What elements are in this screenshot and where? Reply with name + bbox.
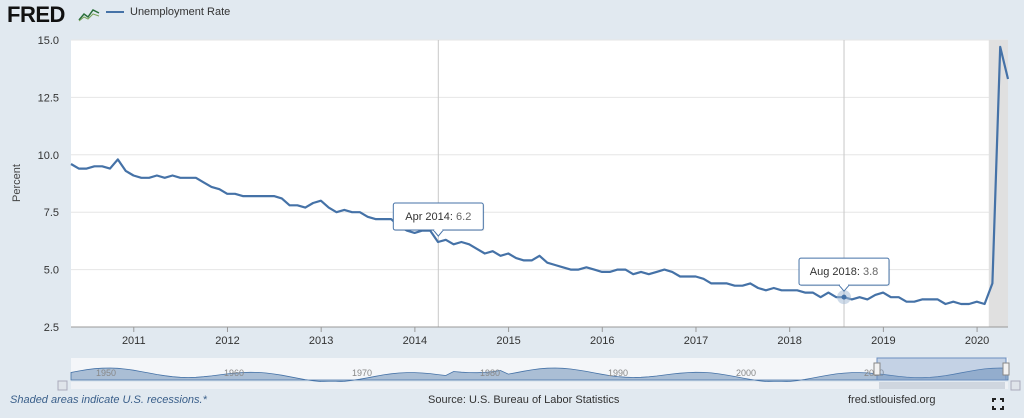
navigator-label: 1950 [96, 368, 116, 378]
fullscreen-icon[interactable] [992, 398, 1004, 410]
navigator-handle-left[interactable] [874, 363, 880, 375]
navigator-scrollbar-thumb[interactable] [879, 382, 1005, 389]
y-tick-label: 15.0 [38, 35, 59, 47]
hover-point [842, 295, 847, 300]
tooltip-text: Apr 2014: 6.2 [405, 211, 471, 223]
x-tick-label: 2014 [403, 335, 427, 347]
x-tick-label: 2016 [590, 335, 614, 347]
tooltip-date: Apr 2014 [405, 211, 450, 223]
y-axis-ticks: 15.0 12.5 10.0 7.5 5.0 2.5 [38, 35, 59, 334]
tooltip-text: Aug 2018: 3.8 [810, 266, 879, 278]
x-tick-label: 2019 [871, 335, 895, 347]
navigator-selection[interactable] [877, 358, 1006, 380]
y-axis-label: Percent [11, 164, 23, 202]
source-text: Source: U.S. Bureau of Labor Statistics [428, 394, 619, 406]
y-tick-label: 7.5 [44, 207, 59, 219]
x-axis-ticks: 2011 2012 2013 2014 2015 2016 2017 2018 2019 2020 [71, 327, 1008, 347]
range-navigator[interactable]: 1950196019701980199020002010 [58, 358, 1020, 390]
navigator-label: 1960 [224, 368, 244, 378]
tooltip-value: 3.8 [863, 266, 878, 278]
navigator-scrollbar-track[interactable] [71, 382, 1008, 389]
navigator-scroll-left-button[interactable] [58, 381, 67, 390]
x-tick-label: 2020 [965, 335, 989, 347]
x-tick-label: 2015 [496, 335, 520, 347]
navigator-handle-right[interactable] [1003, 363, 1009, 375]
y-tick-label: 12.5 [38, 92, 59, 104]
tooltip-date: Aug 2018 [810, 266, 857, 278]
x-tick-label: 2012 [215, 335, 239, 347]
fred-url-link[interactable]: fred.stlouisfed.org [848, 394, 935, 406]
x-tick-label: 2013 [309, 335, 333, 347]
navigator-label: 2000 [736, 368, 756, 378]
y-tick-label: 10.0 [38, 150, 59, 162]
x-tick-label: 2018 [777, 335, 801, 347]
x-tick-label: 2011 [122, 335, 146, 347]
y-tick-label: 5.0 [44, 265, 59, 277]
navigator-label: 1980 [480, 368, 500, 378]
navigator-label: 1990 [608, 368, 628, 378]
x-tick-label: 2017 [684, 335, 708, 347]
recession-note: Shaded areas indicate U.S. recessions.* [10, 394, 207, 406]
tooltip-value: 6.2 [456, 211, 471, 223]
chart[interactable]: 15.012.510.07.55.02.5 2011 2012 2013 2014 20… [0, 0, 1024, 418]
navigator-scroll-right-button[interactable] [1011, 381, 1020, 390]
y-tick-label: 2.5 [44, 322, 59, 334]
navigator-label: 1970 [352, 368, 372, 378]
